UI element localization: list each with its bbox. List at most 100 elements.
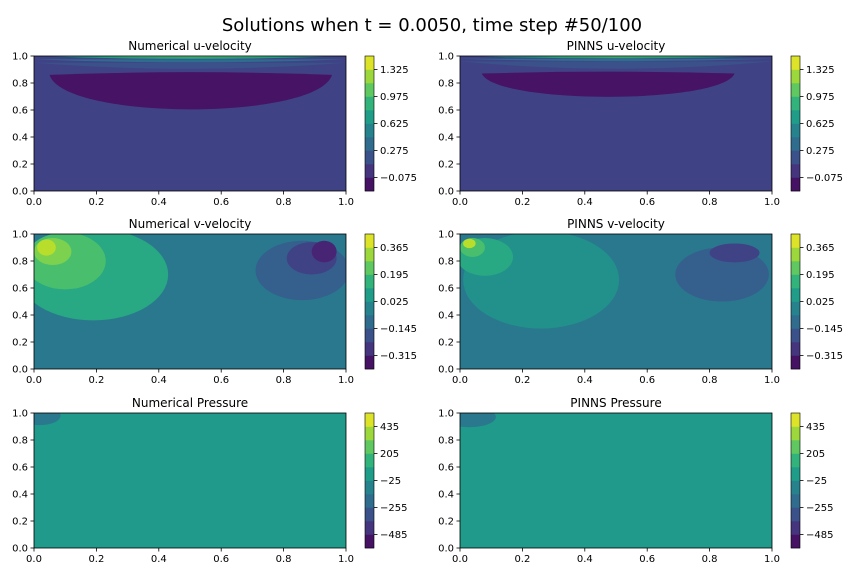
colorbar-tick-label: 435 [380,422,399,433]
contour-level [34,413,61,426]
x-tick-label: 0.0 [452,197,468,208]
y-tick-label: 0.6 [12,106,28,117]
x-tick-label: 0.0 [26,375,42,386]
colorbar-tick-label: −0.145 [806,324,843,335]
y-tick-label: 0.2 [12,338,28,349]
y-tick-label: 0.4 [12,133,28,144]
y-tick-label: 0.8 [438,257,454,268]
x-tick-label: 0.4 [577,375,593,386]
axes-frame [33,412,347,549]
colorbar-tick-label: 0.275 [380,146,409,157]
colorbar-tick-label: −0.145 [380,324,417,335]
axes-frame [459,412,773,549]
colorbar-segment [791,150,800,165]
y-tick-label: 0.8 [12,257,28,268]
colorbar-segment [365,315,374,329]
colorbar-segment [791,426,800,441]
colorbar-segment [365,480,374,495]
contour-regions [34,413,61,426]
colorbar-tick-label: −485 [380,530,407,541]
colorbar-tick-label: 0.975 [380,92,409,103]
contour-level [460,413,496,428]
colorbar-segment [791,123,800,138]
colorbar-tick-label: −0.075 [380,173,417,184]
colorbar-tick-label: −25 [380,476,401,487]
colorbar-tick-label: 1.325 [806,65,835,76]
axes-frame [459,233,773,370]
colorbar-segment [365,83,374,97]
x-tick-label: 1.0 [764,197,780,208]
x-tick-label: 0.4 [151,197,167,208]
y-tick-label: 0.8 [438,436,454,447]
colorbar-segment [791,480,800,495]
y-tick-label: 0.0 [438,187,454,198]
subplot-title: Numerical u-velocity [128,39,252,53]
subplot-6: PINNS Pressure 0.0 0.2 0.4 0.6 0.8 1.0 0.0 0.2 0.… [438,396,833,565]
x-tick-label: 0.2 [514,554,530,565]
subplot-title: Numerical v-velocity [129,217,252,231]
colorbar-segment [365,453,374,468]
colorbar-segment [365,301,374,316]
colorbar-segment [791,110,800,124]
colorbar-segment [791,507,800,522]
contour-level [463,238,476,249]
subplot-3: Numerical v-velocity 0.0 0.2 0.4 0.6 0.8 1.0 0.… [12,217,417,386]
y-tick-label: 0.2 [12,517,28,528]
colorbar-segment [791,83,800,97]
field-background [460,413,772,548]
x-tick-label: 0.8 [702,375,718,386]
colorbar-segment [791,534,800,549]
y-tick-label: 0.2 [12,160,28,171]
colorbar-segment [365,355,374,370]
x-tick-label: 0.6 [213,375,229,386]
axes-frame [459,55,773,192]
y-tick-label: 1.0 [438,409,454,420]
colorbar-tick-label: −255 [380,503,407,514]
colorbar-segment [791,413,800,427]
x-tick-label: 1.0 [338,554,354,565]
colorbar-segment [365,56,374,70]
y-tick-label: 0.0 [438,365,454,376]
colorbar-segment [791,328,800,343]
colorbar: −485 −255 −25 205 435 [790,412,833,549]
colorbar-segment [791,467,800,481]
y-tick-label: 1.0 [12,409,28,420]
y-tick-label: 0.0 [12,544,28,555]
colorbar-segment [365,426,374,441]
colorbar-segment [365,507,374,522]
colorbar-segment [791,342,800,356]
colorbar-tick-label: 0.025 [380,297,409,308]
colorbar-tick-label: 0.625 [806,119,835,130]
colorbar-segment [791,96,800,111]
contour-regions [460,234,769,329]
colorbar-segment [365,96,374,111]
colorbar-segment [365,534,374,549]
x-tick-label: 0.0 [452,375,468,386]
subplot-1: Numerical u-velocity 0.0 0.2 0.4 0.6 0.8 1.0 0.… [12,39,417,208]
colorbar-segment [365,123,374,138]
y-tick-label: 0.0 [438,544,454,555]
x-tick-label: 0.8 [276,554,292,565]
y-tick-label: 0.0 [12,187,28,198]
x-tick-label: 1.0 [338,197,354,208]
x-tick-label: 0.6 [639,375,655,386]
x-tick-label: 0.2 [88,197,104,208]
y-tick-label: 0.8 [12,79,28,90]
colorbar-segment [365,288,374,302]
colorbar-segment [365,234,374,248]
y-tick-label: 0.4 [438,490,454,501]
colorbar-tick-label: 0.625 [380,119,409,130]
contour-band [460,61,772,69]
y-tick-label: 0.6 [438,284,454,295]
contour-regions [460,56,772,97]
y-tick-label: 0.6 [12,284,28,295]
colorbar-tick-label: 0.195 [380,270,409,281]
colorbar-tick-label: −255 [806,503,833,514]
x-tick-label: 0.2 [514,197,530,208]
y-tick-label: 0.4 [438,311,454,322]
x-tick-label: 0.2 [88,554,104,565]
field-background [34,413,346,548]
axes-frame [33,55,347,192]
y-tick-label: 0.6 [12,463,28,474]
